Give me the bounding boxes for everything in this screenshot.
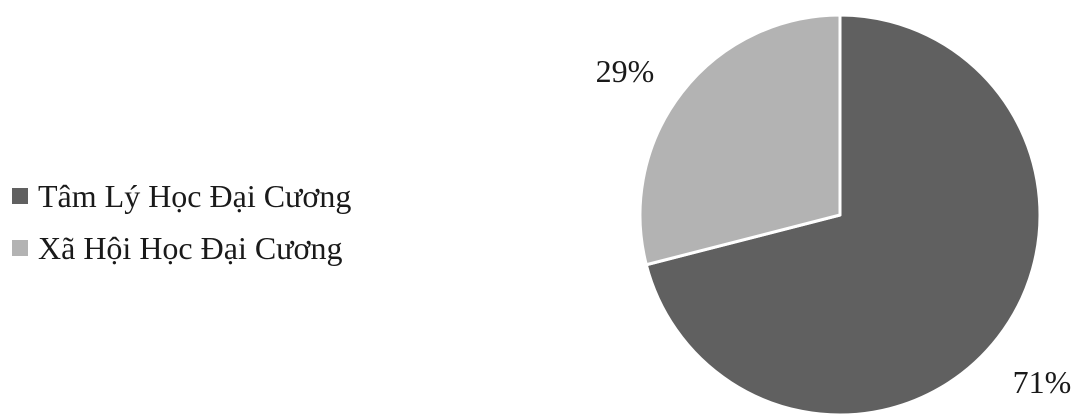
legend-label-xa-hoi-hoc: Xã Hội Học Đại Cương <box>38 230 343 266</box>
data-label-slice-1: 71% <box>1013 364 1072 400</box>
data-label-slice-2: 29% <box>596 53 655 89</box>
legend-swatch-tam-ly-hoc <box>12 188 28 204</box>
pie-slice-2 <box>638 13 842 267</box>
pie-slice-1 <box>644 13 1042 414</box>
legend-swatch-xa-hoi-hoc <box>12 240 28 256</box>
legend-item-tam-ly-hoc: Tâm Lý Học Đại Cương <box>12 170 351 222</box>
legend-label-tam-ly-hoc: Tâm Lý Học Đại Cương <box>38 178 352 214</box>
chart-legend: Tâm Lý Học Đại Cương Xã Hội Học Đại Cươn… <box>12 170 351 274</box>
legend-item-xa-hoi-hoc: Xã Hội Học Đại Cương <box>12 222 351 274</box>
